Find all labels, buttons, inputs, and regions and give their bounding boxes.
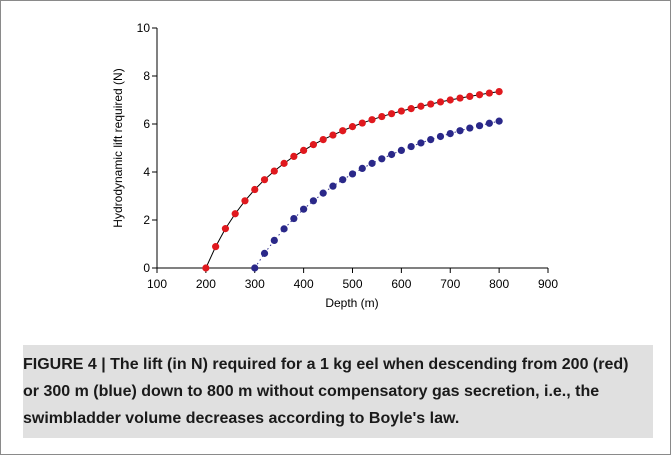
series-2-point <box>319 189 327 197</box>
series-1-point <box>348 123 357 131</box>
series-2-line <box>254 120 500 269</box>
series-2-point <box>348 170 357 178</box>
series-1-point <box>309 141 317 149</box>
caption-text: FIGURE 4 | The lift (in N) required for … <box>23 356 629 427</box>
series-2-point <box>485 119 493 127</box>
y-ticks: 0 2 4 6 8 10 <box>137 21 157 275</box>
series-2-point <box>475 122 484 130</box>
series-1-point <box>212 243 220 251</box>
series-lines <box>205 91 500 269</box>
series-1-point <box>456 94 464 102</box>
series-2-point <box>495 117 503 125</box>
series-2-point <box>329 182 337 190</box>
series-1-point <box>260 176 269 184</box>
x-ticks: 100 200 300 400 500 600 700 800 900 <box>147 268 558 291</box>
series-1-point <box>241 197 249 205</box>
series-1-point <box>300 146 308 154</box>
y-tick-label: 2 <box>143 213 150 227</box>
series-1-point <box>407 105 415 113</box>
x-tick-label: 500 <box>342 277 362 291</box>
x-tick-label: 700 <box>440 277 460 291</box>
series-1-point <box>251 185 259 194</box>
series-1-point <box>427 100 435 108</box>
series-2-point <box>436 132 445 141</box>
series-1-point <box>319 136 327 144</box>
series-2-point <box>427 136 435 144</box>
series-1-point <box>378 112 386 121</box>
x-tick-label: 100 <box>147 277 167 291</box>
series-1-point <box>358 119 366 127</box>
series-1-point <box>329 131 337 139</box>
series-2-point <box>260 249 269 257</box>
series-1-point <box>270 167 278 175</box>
series-2-point <box>300 205 308 213</box>
series-2-point <box>446 130 454 138</box>
series-1-point <box>485 89 493 97</box>
axes <box>156 28 548 269</box>
series-2-point <box>456 127 464 135</box>
series-1-point <box>417 102 425 110</box>
y-tick-label: 10 <box>137 21 151 35</box>
x-axis-title: Depth (m) <box>325 296 378 310</box>
series-1-point <box>280 159 288 167</box>
series-2-point <box>417 139 425 147</box>
y-tick-label: 6 <box>143 117 150 131</box>
series-1-point <box>397 107 405 115</box>
series-1-point <box>495 88 503 96</box>
series-2-point <box>378 155 386 163</box>
series-2-point <box>466 124 474 132</box>
series-1-point <box>368 116 376 124</box>
series-1-point <box>446 96 454 104</box>
series-2-point <box>358 164 366 172</box>
series-1-point <box>231 210 239 218</box>
x-tick-label: 200 <box>196 277 216 291</box>
series-2-point <box>251 264 259 272</box>
x-tick-label: 400 <box>294 277 314 291</box>
series-2-point <box>368 159 376 167</box>
series-1-point <box>339 127 347 135</box>
series-points <box>202 88 503 272</box>
series-1-line <box>205 91 500 269</box>
series-1-point <box>466 92 474 100</box>
series-1-point <box>221 225 230 233</box>
chart: 0 2 4 6 8 10 100 200 300 400 500 600 700 800 900 Dept… <box>111 21 558 310</box>
series-2-point <box>280 225 288 233</box>
series-1-point <box>436 98 445 106</box>
x-tick-label: 300 <box>245 277 265 291</box>
series-2-point <box>388 150 396 159</box>
series-1-point <box>475 91 484 99</box>
series-2-point <box>309 197 317 205</box>
x-tick-label: 600 <box>391 277 411 291</box>
y-tick-label: 4 <box>143 165 150 179</box>
y-tick-label: 8 <box>143 69 150 83</box>
series-2-point <box>270 236 278 244</box>
series-1-point <box>290 152 298 160</box>
y-axis-title: Hydrodynamic lift required (N) <box>111 68 125 227</box>
series-1-point <box>202 264 210 272</box>
x-tick-label: 900 <box>538 277 558 291</box>
series-2-point <box>339 176 347 184</box>
y-tick-label: 0 <box>143 261 150 275</box>
figure-caption: FIGURE 4 | The lift (in N) required for … <box>23 345 653 438</box>
series-1-point <box>388 110 396 118</box>
series-2-point <box>290 214 298 223</box>
series-2-point <box>407 142 415 151</box>
series-2-point <box>397 146 405 154</box>
x-tick-label: 800 <box>489 277 509 291</box>
